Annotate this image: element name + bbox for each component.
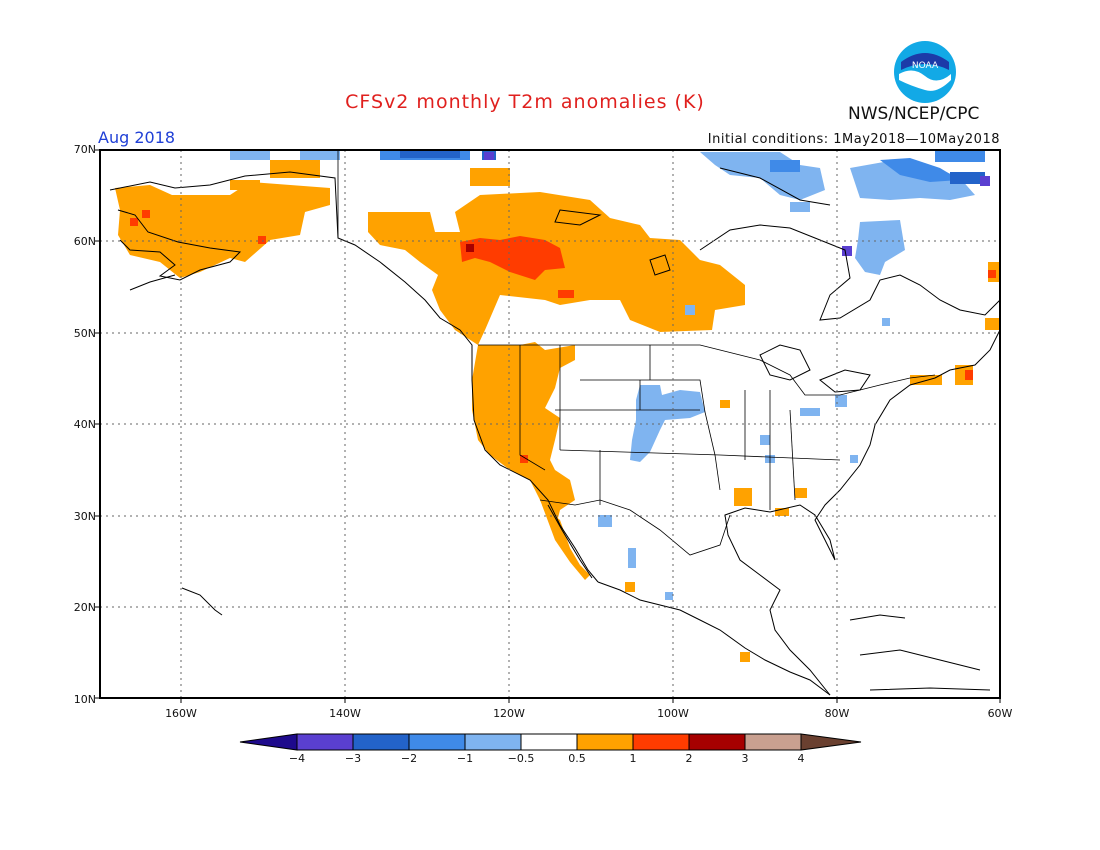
agency-label: NWS/NCEP/CPC — [848, 104, 980, 124]
forecast-month: Aug 2018 — [98, 128, 176, 147]
grid-lines — [100, 150, 1000, 698]
coastlines — [109, 167, 1001, 696]
colorbar-swatch — [744, 733, 802, 751]
colorbar-arrow-right — [800, 733, 862, 751]
warm-anomaly-regions — [115, 160, 1000, 662]
colorbar-label: −3 — [344, 752, 362, 765]
colorbar-label: 2 — [685, 752, 693, 765]
colorbar-swatch — [408, 733, 466, 751]
colorbar-label: 3 — [741, 752, 749, 765]
colorbar-swatch — [576, 733, 634, 751]
lon-label: 140W — [329, 707, 361, 720]
lat-label: 10N — [73, 693, 96, 706]
colorbar-label: −0.5 — [507, 752, 535, 765]
colorbar-swatch — [464, 733, 522, 751]
map-title: CFSv2 monthly T2m anomalies (K) — [345, 91, 705, 113]
axis-ticks — [95, 149, 1001, 703]
noaa-logo: NOAA — [893, 40, 957, 104]
colorbar-label: −4 — [288, 752, 306, 765]
lon-label: 80W — [824, 707, 850, 720]
logo-text: NOAA — [912, 61, 939, 71]
lat-label: 50N — [73, 327, 96, 340]
lon-label: 120W — [493, 707, 525, 720]
lat-label: 40N — [73, 418, 96, 431]
very-warm-regions — [466, 244, 474, 252]
lat-label: 70N — [73, 143, 96, 156]
lat-label: 20N — [73, 601, 96, 614]
colorbar-swatch — [520, 733, 578, 751]
lon-label: 60W — [987, 707, 1013, 720]
colorbar-label: 0.5 — [568, 752, 586, 765]
colorbar-swatch — [296, 733, 354, 751]
initial-conditions: Initial conditions: 1May2018—10May2018 — [707, 132, 1000, 147]
colorbar-swatch — [352, 733, 410, 751]
colorbar-label: −1 — [456, 752, 474, 765]
lat-label: 60N — [73, 235, 96, 248]
colorbar — [239, 733, 862, 751]
colorbar-label: −2 — [400, 752, 418, 765]
extreme-cold-regions — [484, 152, 990, 256]
strong-warm-regions — [130, 210, 996, 463]
lat-label: 30N — [73, 510, 96, 523]
colorbar-arrow-left — [239, 733, 298, 751]
lon-label: 160W — [165, 707, 197, 720]
colorbar-label: 4 — [797, 752, 805, 765]
colorbar-swatch — [632, 733, 690, 751]
political-borders — [337, 150, 936, 556]
colorbar-swatch — [688, 733, 746, 751]
lon-label: 100W — [657, 707, 689, 720]
colorbar-label: 1 — [629, 752, 637, 765]
